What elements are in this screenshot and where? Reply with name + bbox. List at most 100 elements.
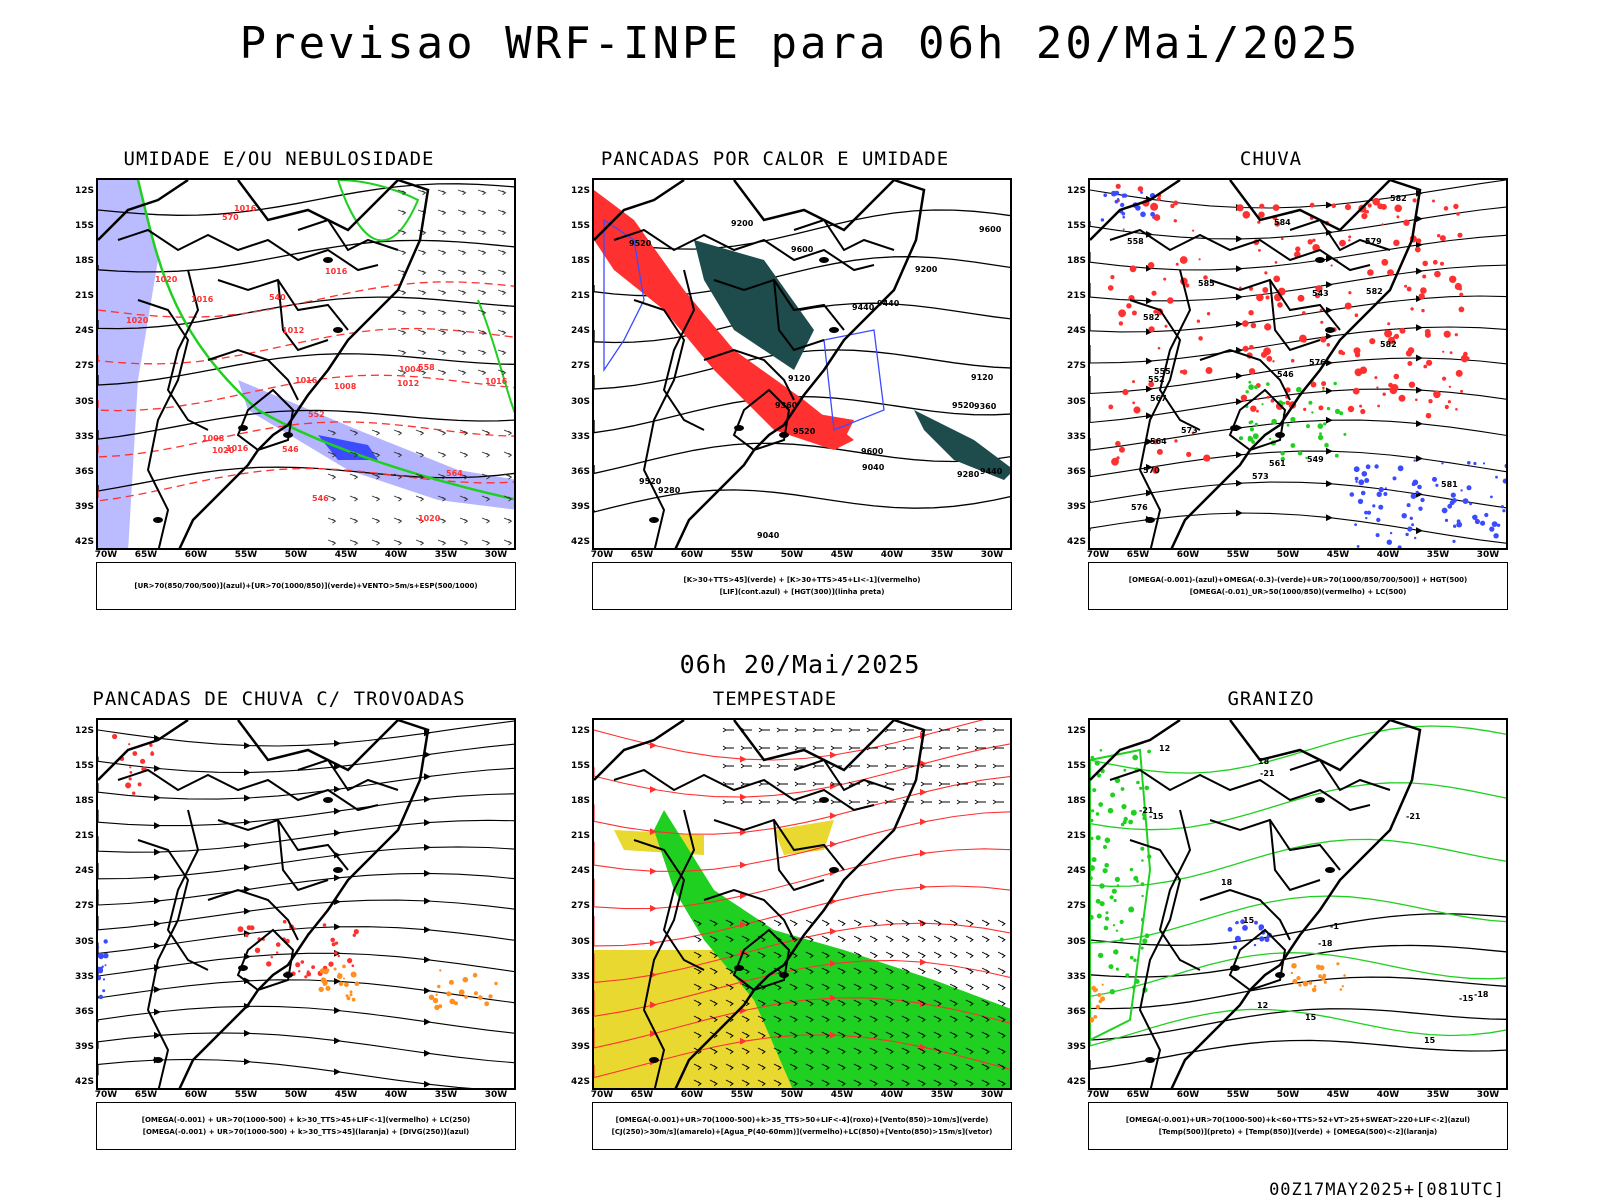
shaded-area [352, 933, 356, 937]
lat-tick-label: 18S [74, 256, 94, 267]
shaded-area [1107, 807, 1114, 814]
shaded-area [1092, 788, 1097, 793]
wind-vector [869, 1047, 878, 1055]
legend-line: [Temp(500)](preto) + [Temp(850)](verde) … [1158, 1128, 1438, 1136]
lat-tick-label: 18S [74, 796, 94, 807]
wind-vector [920, 763, 932, 769]
wind-vector [457, 349, 467, 356]
shaded-area [1130, 809, 1137, 816]
streamline-arrow [423, 795, 431, 803]
wind-vector [741, 935, 750, 943]
wind-vector [794, 781, 806, 787]
shaded-area [1117, 197, 1120, 201]
legend-line: [LIF](cont.azul) + [HGT(300)](linha pret… [719, 588, 885, 596]
wind-vector [417, 369, 427, 376]
shaded-area [1442, 350, 1445, 353]
lat-tick-label: 12S [1066, 186, 1086, 196]
wind-vector [477, 349, 487, 356]
shaded-area [1192, 229, 1195, 232]
state-border [1269, 819, 1321, 892]
shaded-area [1265, 295, 1270, 300]
contour-label: 558 [1127, 237, 1144, 246]
wind-vector [437, 451, 447, 458]
shaded-area [244, 933, 249, 938]
shaded-area [1466, 356, 1470, 360]
wind-vector [740, 799, 752, 805]
lat-tick-label: 24S [1066, 866, 1086, 877]
shaded-area [1152, 466, 1160, 474]
wind-vector [725, 919, 734, 927]
shaded-area [1264, 323, 1272, 331]
shaded-area [1266, 382, 1270, 386]
shaded-area [1383, 492, 1388, 496]
shaded-area [1274, 221, 1281, 227]
streamline-arrow [423, 956, 431, 964]
wind-vector [902, 763, 914, 769]
wind-vector [417, 189, 427, 196]
shaded-area [1133, 958, 1137, 962]
wind-vector [497, 329, 507, 336]
shaded-area [1318, 405, 1324, 411]
shaded-area [1418, 293, 1425, 300]
state-border [217, 278, 349, 331]
wind-vector [885, 1015, 894, 1023]
shaded-area [1242, 345, 1249, 352]
contour-label: 15 [1424, 1036, 1436, 1045]
shaded-area [1377, 404, 1380, 408]
lon-tick-label: 30W [1476, 1090, 1500, 1100]
streamline-arrow [153, 794, 161, 802]
shaded-area [1420, 497, 1425, 503]
panel-thunder-showers: PANCADAS DE CHUVA C/ TROVOADAS 12S 15S 18S 2… [44, 688, 516, 1158]
shaded-area [1090, 1017, 1095, 1023]
contour-label: 1012 [282, 326, 304, 335]
lon-tick-label: 45W [1326, 1090, 1350, 1100]
wind-vector [956, 745, 968, 751]
shaded-area [140, 758, 146, 764]
shaded-area [1444, 518, 1449, 522]
wind-vector [821, 951, 830, 959]
shaded-area [1355, 480, 1358, 483]
streamline [98, 1032, 514, 1064]
lat-tick-label: 30S [74, 396, 94, 407]
streamline-arrow [243, 818, 251, 826]
streamline-arrow [333, 923, 341, 931]
shaded-area [1254, 920, 1258, 925]
shaded-area [1260, 351, 1268, 358]
shaded-area [1113, 898, 1117, 903]
shaded-area [275, 942, 281, 947]
wind-vector [503, 473, 513, 480]
shaded-area [1103, 193, 1107, 197]
shaded-area [794, 410, 854, 440]
legend-line: [OMEGA(-0.001)+UR>70(1000-500)+k>35_TTS>… [615, 1116, 989, 1124]
shaded-area [1090, 755, 1095, 760]
wind-vector [497, 209, 507, 216]
wind-vector [709, 919, 718, 927]
streamline-arrow [829, 751, 837, 759]
wind-vector [933, 951, 942, 959]
contour-label: 1016 [295, 376, 318, 385]
shaded-area [1108, 404, 1114, 410]
lat-tick-label: 36S [1066, 466, 1086, 477]
contour-line [1090, 1008, 1506, 1047]
state-border [1109, 768, 1371, 812]
shaded-area [1121, 211, 1126, 216]
streamline-arrow [829, 812, 837, 820]
state-border [277, 819, 329, 892]
legend-line: [OMEGA(-0.001)+UR>70(1000-500)+k<60+TTS>… [1125, 1116, 1471, 1124]
shaded-area [1314, 292, 1321, 299]
wind-vector [503, 517, 513, 524]
shaded-area [1126, 303, 1132, 309]
shaded-area [1448, 385, 1452, 388]
shaded-area [1128, 906, 1135, 913]
shaded-area [1442, 376, 1447, 381]
shaded-area [1348, 235, 1352, 239]
contour-label: 9040 [862, 463, 885, 472]
shaded-area [102, 978, 106, 981]
streamline-arrow [243, 886, 251, 893]
shaded-area [1318, 974, 1322, 979]
wind-vector [789, 1063, 798, 1071]
wind-vector [992, 781, 1004, 787]
shaded-area [1393, 333, 1400, 339]
shaded-area [1147, 854, 1152, 859]
wind-vector [789, 1047, 798, 1055]
